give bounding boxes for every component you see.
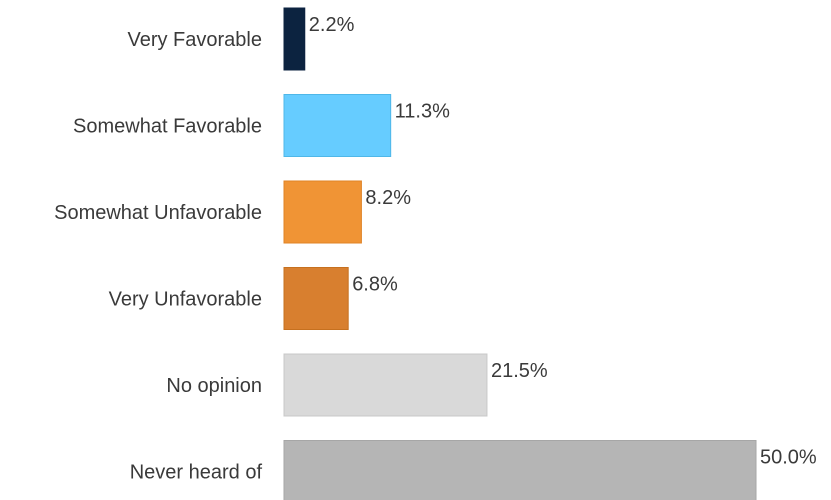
bar	[283, 267, 349, 330]
category-label: Somewhat Favorable	[73, 116, 262, 138]
value-label: 8.2%	[365, 187, 411, 209]
bar	[283, 7, 306, 71]
bar	[283, 440, 757, 500]
category-label: Very Favorable	[127, 29, 262, 51]
value-label: 50.0%	[760, 447, 817, 469]
bar	[283, 353, 488, 417]
bar	[283, 180, 362, 244]
value-label: 11.3%	[395, 101, 450, 123]
category-label: No opinion	[166, 375, 262, 397]
value-label: 2.2%	[309, 14, 355, 36]
bar	[283, 94, 392, 157]
category-label: Very Unfavorable	[109, 289, 262, 311]
category-label: Somewhat Unfavorable	[54, 202, 262, 224]
category-label: Never heard of	[130, 462, 263, 484]
value-label: 6.8%	[352, 274, 398, 296]
value-label: 21.5%	[491, 360, 548, 382]
